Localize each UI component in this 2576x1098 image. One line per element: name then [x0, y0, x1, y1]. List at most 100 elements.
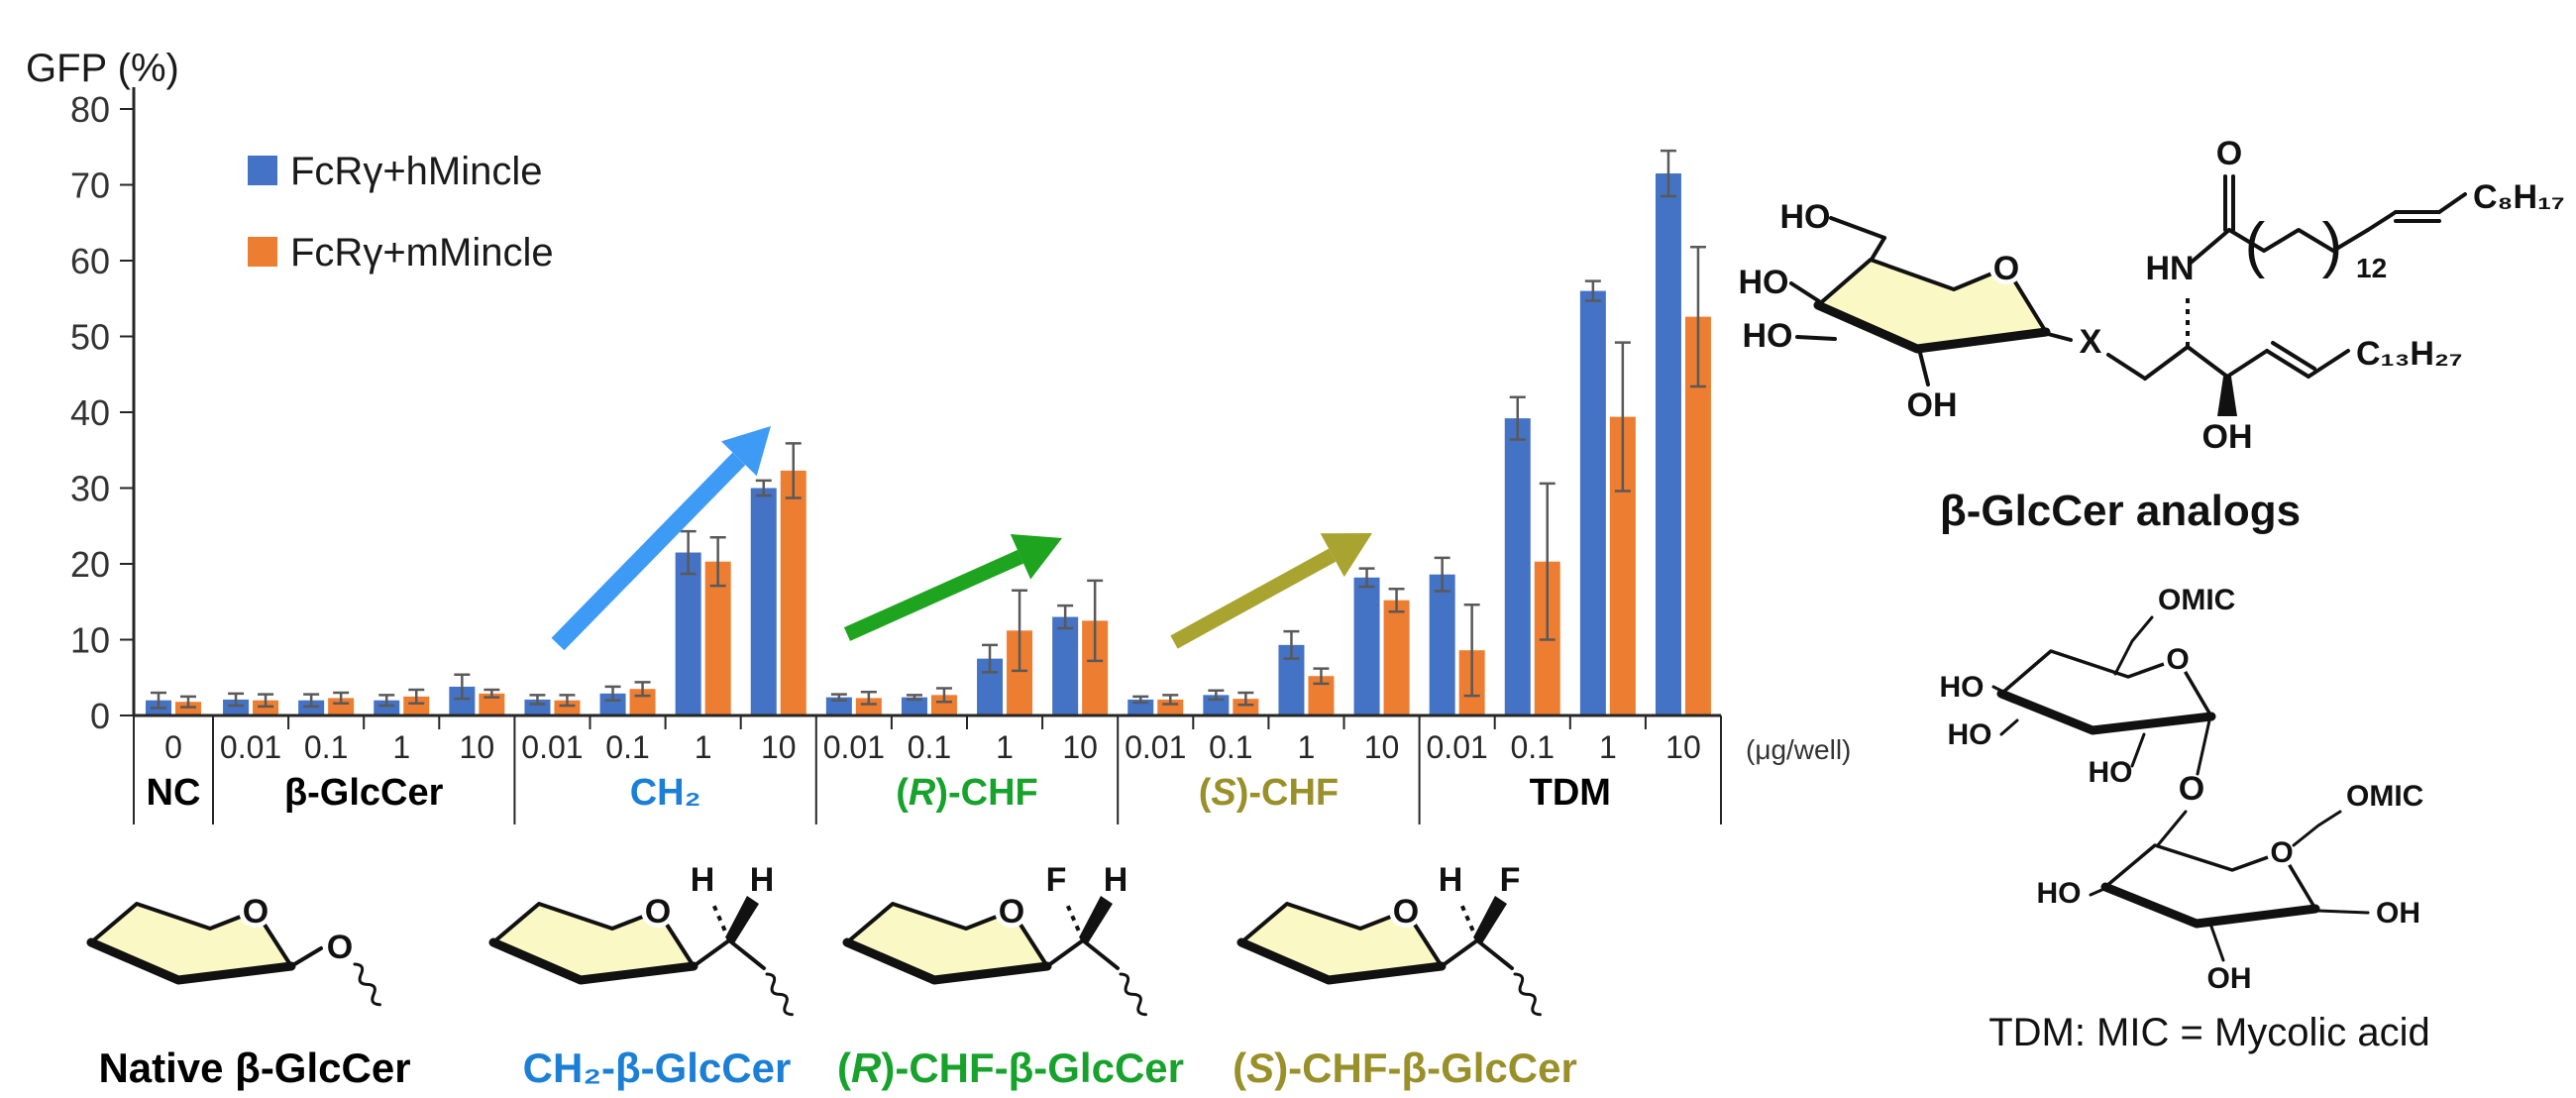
- bar: [930, 695, 957, 715]
- gfp-bar-chart: GFP (%) FcRγ+hMincle FcRγ+mMincle 010203…: [26, 47, 1851, 824]
- bar: [223, 699, 250, 715]
- bar: [479, 693, 505, 715]
- glycosidic-o-label: O: [327, 929, 353, 966]
- carbonyl-oxygen: O: [2216, 135, 2242, 172]
- group-label: (R)-CHF: [896, 772, 1038, 814]
- dose-label: 0.1: [1511, 729, 1555, 765]
- bar: [825, 697, 852, 715]
- left-substituent: H: [1439, 861, 1463, 899]
- x-linker-label: X: [2080, 323, 2102, 361]
- omic-right-label: OMIC: [2346, 780, 2423, 813]
- dose-label: 1: [996, 729, 1014, 765]
- dose-label: 0.01: [220, 729, 281, 765]
- right-substituent: H: [750, 861, 775, 899]
- panel-caption: CH₂-β-GlcCer: [523, 1044, 792, 1091]
- bar: [374, 700, 400, 715]
- dose-label: 1: [695, 729, 712, 765]
- bar: [1383, 600, 1410, 715]
- legend-label-hmincle: FcRγ+hMincle: [290, 150, 543, 193]
- dose-label: 0.1: [1209, 729, 1252, 765]
- y-tick-label: 20: [70, 544, 110, 585]
- legend: FcRγ+hMincle FcRγ+mMincle: [248, 150, 554, 274]
- paren-close: ): [2322, 211, 2343, 279]
- wedge-bond: [1473, 896, 1507, 943]
- c13h27-label: C₁₃H₂₇: [2356, 335, 2463, 373]
- bar: [1429, 574, 1455, 715]
- tdm-ring-o-top: O: [2166, 643, 2189, 676]
- dose-label: 1: [1599, 729, 1617, 765]
- squiggle-bond: [1119, 972, 1147, 1017]
- paren-open: (: [2245, 211, 2266, 279]
- dose-label: 10: [1062, 729, 1098, 765]
- structure-tdm: OMIC HO HO O HO O O OMIC HO OH OH TDM: M…: [1940, 584, 2430, 1054]
- dose-label: 0.01: [823, 729, 885, 765]
- dose-label: 0.1: [605, 729, 649, 765]
- left-substituent: F: [1046, 861, 1067, 899]
- legend-swatch-mmincle: [248, 237, 277, 267]
- trend-arrow-head: [1320, 533, 1372, 578]
- bar: [554, 700, 581, 715]
- ho-mid-label: HO: [1739, 264, 1789, 301]
- bar: [1655, 173, 1681, 715]
- dose-label: 0.1: [908, 729, 951, 765]
- group-label: TDM: [1530, 772, 1611, 814]
- tdm-ho-c: HO: [2089, 756, 2133, 789]
- left-substituent: H: [691, 861, 715, 899]
- bar: [298, 700, 325, 715]
- y-tick-label: 0: [90, 696, 110, 736]
- panel-caption: (S)-CHF-β-GlcCer: [1233, 1044, 1577, 1091]
- ring-oxygen: O: [243, 893, 268, 931]
- trend-arrow-shaft: [551, 452, 746, 651]
- oh-ring-label: OH: [1907, 386, 1958, 424]
- wedge-bond: [725, 896, 759, 943]
- bar: [1579, 290, 1606, 715]
- bar: [780, 470, 806, 715]
- bar: [253, 700, 279, 715]
- dose-label: 0.1: [304, 729, 348, 765]
- right-substituent: H: [1104, 861, 1128, 899]
- bar: [403, 696, 430, 715]
- bar: [750, 488, 777, 715]
- structure-panel-native: O O Native β-GlcCer: [86, 893, 411, 1091]
- structure-analog-scheme: HO HO HO OH O X HN O ( ) 12 C₈H₁₇ OH C: [1739, 135, 2565, 535]
- tdm-oh-right: OH: [2376, 897, 2420, 930]
- bar: [175, 702, 201, 715]
- structure-panel-s-chf: O H F (S)-CHF-β-GlcCer: [1233, 861, 1577, 1091]
- squiggle-bond: [1513, 972, 1542, 1017]
- y-tick-label: 10: [70, 620, 110, 661]
- dose-label: 1: [392, 729, 410, 765]
- dose-label: 10: [1364, 729, 1400, 765]
- bar: [901, 697, 927, 715]
- y-tick-label: 30: [70, 469, 110, 509]
- omic-top-label: OMIC: [2158, 584, 2235, 616]
- tdm-ring-o-bottom: O: [2270, 836, 2293, 869]
- bar: [1052, 616, 1079, 715]
- tdm-ho-b: HO: [1948, 718, 1992, 751]
- trend-arrow-head: [720, 426, 771, 477]
- ring-oxygen: O: [1993, 250, 2019, 287]
- amide-hn-label: HN: [2145, 250, 2194, 287]
- panel-caption: Native β-GlcCer: [98, 1044, 410, 1091]
- tdm-ho-a: HO: [1940, 671, 1985, 704]
- ring-oxygen: O: [645, 893, 671, 931]
- dose-label: 0: [164, 729, 182, 765]
- group-label: β-GlcCer: [284, 772, 444, 814]
- y-axis-title: GFP (%): [26, 47, 179, 90]
- dose-label: 1: [1298, 729, 1316, 765]
- squiggle-bond: [765, 972, 794, 1017]
- right-substituent: F: [1500, 861, 1521, 899]
- y-tick-label: 80: [70, 89, 110, 130]
- bar: [675, 552, 701, 715]
- group-label: NC: [147, 772, 201, 814]
- c8h17-label: C₈H₁₇: [2473, 178, 2565, 216]
- dose-unit-label: (μg/well): [1746, 734, 1851, 765]
- trend-arrow-shaft: [843, 549, 1024, 641]
- legend-label-mmincle: FcRγ+mMincle: [290, 231, 554, 274]
- dose-label: 0.01: [521, 729, 583, 765]
- tdm-caption: TDM: MIC = Mycolic acid: [1988, 1011, 2430, 1054]
- legend-swatch-hmincle: [248, 156, 277, 185]
- tdm-glycosidic-o: O: [2179, 770, 2204, 808]
- chain-repeat-12: 12: [2356, 253, 2387, 283]
- bar: [704, 561, 731, 715]
